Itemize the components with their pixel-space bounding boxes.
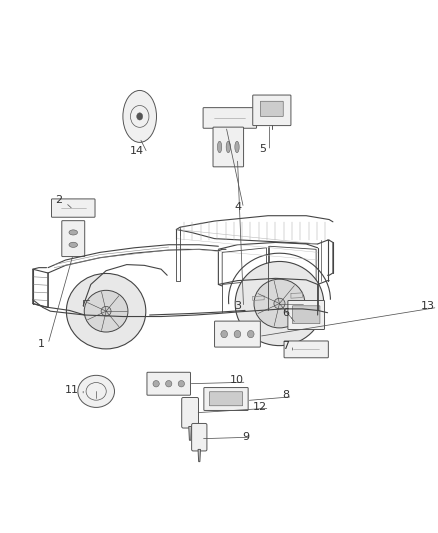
Text: 7: 7 [282,341,290,351]
Text: 5: 5 [259,144,266,154]
Ellipse shape [235,141,239,152]
Ellipse shape [101,306,111,316]
Text: 9: 9 [242,432,249,442]
Ellipse shape [153,381,159,387]
Ellipse shape [247,330,254,338]
Ellipse shape [234,330,241,338]
FancyBboxPatch shape [182,398,198,428]
Ellipse shape [69,230,78,235]
Ellipse shape [274,298,285,309]
FancyBboxPatch shape [147,372,191,395]
Text: 1: 1 [38,339,45,349]
FancyBboxPatch shape [209,392,243,406]
Text: 8: 8 [282,390,290,400]
FancyBboxPatch shape [213,127,244,167]
Ellipse shape [84,290,128,332]
FancyBboxPatch shape [215,321,260,347]
Text: 10: 10 [230,375,244,385]
Text: 12: 12 [252,402,266,411]
Ellipse shape [137,113,143,120]
Ellipse shape [166,381,172,387]
Ellipse shape [67,273,146,349]
Ellipse shape [123,91,156,142]
FancyBboxPatch shape [52,199,95,217]
FancyBboxPatch shape [293,306,320,324]
Text: 13: 13 [420,301,434,311]
Ellipse shape [226,141,230,152]
Ellipse shape [235,262,324,345]
Ellipse shape [221,330,227,338]
Text: 14: 14 [130,146,144,156]
FancyBboxPatch shape [284,341,328,358]
FancyBboxPatch shape [253,95,291,126]
Ellipse shape [217,141,222,152]
Text: 2: 2 [55,196,62,205]
Ellipse shape [178,381,184,387]
FancyBboxPatch shape [204,387,248,410]
Text: 6: 6 [283,309,290,319]
FancyBboxPatch shape [192,423,207,451]
Text: 4: 4 [234,201,241,212]
FancyBboxPatch shape [261,101,283,117]
Ellipse shape [69,242,78,247]
FancyBboxPatch shape [203,108,257,128]
FancyBboxPatch shape [62,221,85,256]
Polygon shape [189,426,191,440]
FancyBboxPatch shape [288,301,325,329]
Text: 3: 3 [234,301,241,311]
Polygon shape [198,449,201,462]
Text: 11: 11 [64,385,78,395]
Ellipse shape [254,279,305,328]
Ellipse shape [78,375,114,407]
